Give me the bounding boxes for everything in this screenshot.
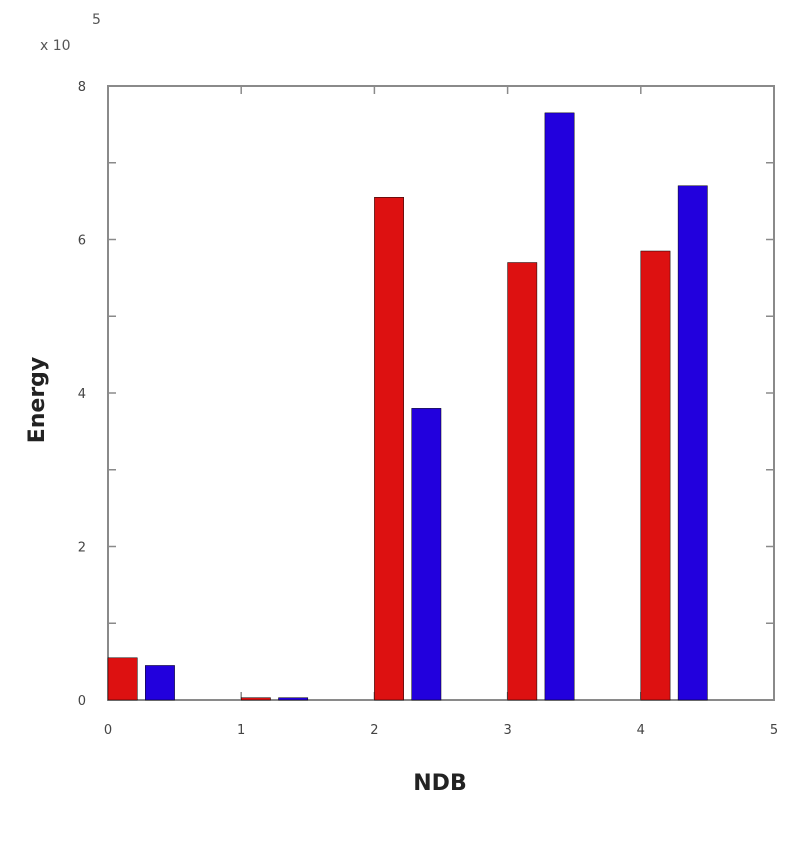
- bar: [411, 408, 442, 701]
- bar: [145, 665, 175, 701]
- y-axis-label: Energy: [25, 357, 50, 444]
- bar: [640, 250, 671, 701]
- bar: [507, 262, 538, 701]
- x-tick-label: 5: [770, 723, 778, 738]
- bar: [544, 112, 575, 701]
- y-tick-label: 6: [78, 234, 86, 249]
- x-tick-label: 3: [503, 723, 511, 738]
- y-tick-label: 2: [78, 541, 86, 556]
- x-tick-label: 1: [237, 723, 245, 738]
- bar: [374, 197, 404, 701]
- y-exponent-base: x 10: [40, 38, 71, 54]
- x-tick-label: 4: [637, 723, 645, 738]
- y-tick-label: 8: [78, 80, 86, 95]
- y-tick-label: 4: [78, 387, 86, 402]
- y-tick-label: 0: [78, 694, 86, 709]
- bar: [240, 697, 271, 701]
- bar: [107, 657, 138, 701]
- x-tick-label: 2: [370, 723, 378, 738]
- y-exponent-label: x 10 5: [40, 12, 101, 54]
- plot-area: 0 1 2 3 4 5 0 2 4 6 8: [78, 80, 778, 738]
- x-axis-label: NDB: [413, 771, 466, 796]
- x-tick-label: 0: [104, 723, 112, 738]
- bar: [278, 697, 309, 701]
- y-exponent-power: 5: [92, 12, 101, 28]
- bar: [677, 185, 708, 701]
